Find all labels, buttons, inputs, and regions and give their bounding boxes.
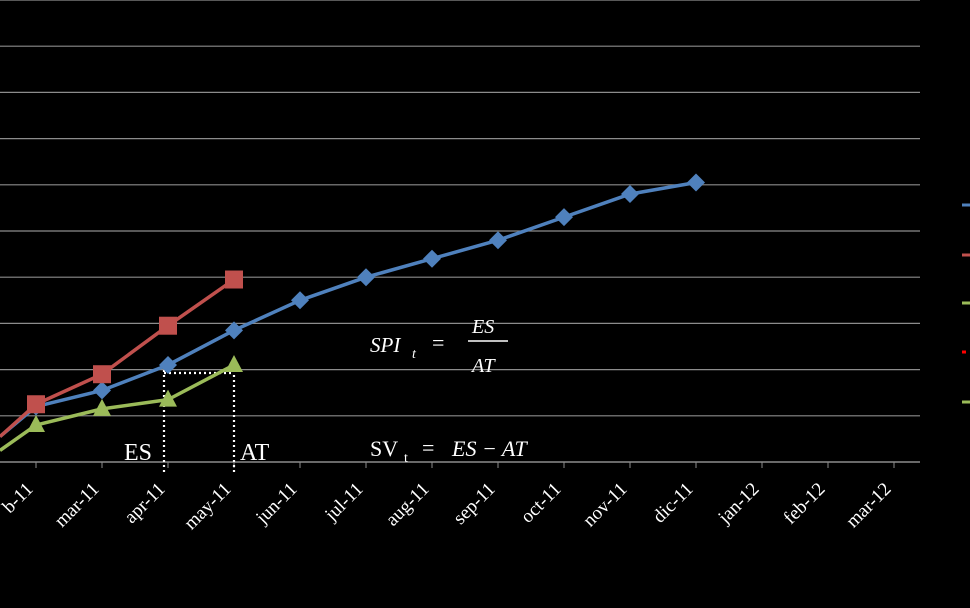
series-0-point (489, 231, 507, 250)
series-0-point (291, 291, 309, 310)
spi-equals: = (432, 330, 444, 355)
series-group (0, 173, 705, 452)
series-0-point (423, 249, 441, 268)
at-annotation: AT (240, 440, 270, 466)
sv-formula: SV t = ES − AT (370, 435, 529, 466)
series-0-point (93, 381, 111, 400)
spi-formula: SPI t = ES AT (370, 316, 508, 377)
es-annotation: ES (124, 440, 152, 466)
series-0-point (159, 355, 177, 374)
series-0-point (621, 185, 639, 204)
series-2-point (93, 398, 111, 416)
series-0-point (555, 208, 573, 227)
series-2-point (27, 415, 45, 433)
series-2-point (225, 354, 243, 372)
series-0-line (0, 180, 697, 438)
sv-lhs-subscript: t (404, 451, 408, 466)
gridlines (0, 0, 920, 463)
spi-lhs-subscript: t (412, 347, 417, 362)
series-0-point (225, 321, 243, 340)
sv-lhs: SV (370, 436, 398, 461)
legend (962, 203, 970, 404)
series-1-point (93, 365, 111, 384)
spi-numerator: ES (471, 316, 494, 338)
es-label: ES (124, 440, 152, 466)
es-at-guides (162, 364, 236, 472)
sv-rhs: ES − AT (451, 436, 529, 461)
series-1-point (225, 270, 243, 289)
series-1-point (159, 316, 177, 335)
spi-denominator: AT (470, 355, 496, 377)
series-0-point (357, 268, 375, 287)
series-2-point (159, 389, 177, 407)
spi-lhs: SPI (370, 333, 401, 357)
series-0-point (687, 173, 705, 192)
at-label: AT (240, 440, 270, 466)
sv-equals: = (422, 435, 434, 460)
series-1-point (27, 395, 45, 414)
